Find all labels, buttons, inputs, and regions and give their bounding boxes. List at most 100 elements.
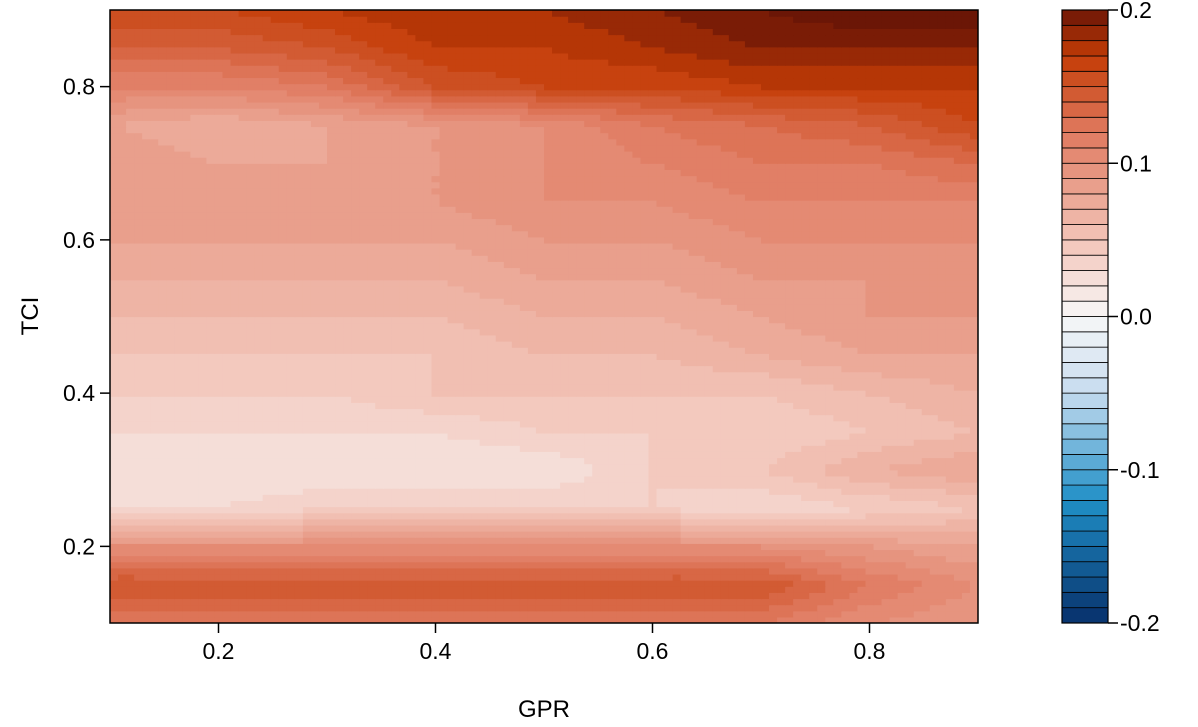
contour-cell (544, 543, 553, 551)
contour-cell (423, 506, 433, 514)
contour-cell (873, 475, 883, 483)
contour-cell (142, 482, 151, 489)
contour-cell (704, 500, 714, 508)
contour-cell (953, 347, 963, 354)
contour-cell (608, 383, 617, 391)
contour-cell (624, 426, 634, 434)
contour-cell (696, 506, 706, 514)
contour-cell (158, 488, 167, 495)
contour-cell (608, 555, 617, 563)
contour-cell (158, 549, 167, 557)
contour-cell (793, 494, 802, 501)
contour-cell (407, 580, 417, 587)
contour-cell (664, 531, 674, 538)
contour-cell (126, 537, 135, 544)
contour-cell (897, 573, 907, 581)
contour-cell (246, 420, 256, 428)
contour-cell (953, 524, 963, 532)
contour-cell (817, 469, 826, 477)
contour-cell (206, 555, 216, 563)
contour-cell (351, 524, 360, 532)
contour-cell (230, 580, 240, 587)
contour-cell (817, 586, 826, 593)
contour-cell (455, 610, 465, 618)
contour-cell (150, 408, 159, 416)
contour-cell (134, 580, 143, 587)
contour-cell (672, 365, 682, 373)
contour-cell (969, 390, 978, 397)
contour-cell (744, 549, 754, 557)
contour-cell (503, 396, 513, 403)
contour-cell (206, 451, 216, 459)
contour-cell (720, 500, 730, 508)
contour-cell (961, 432, 971, 440)
contour-cell (921, 592, 931, 600)
contour-cell (335, 555, 344, 563)
contour-cell (503, 531, 513, 538)
contour-cell (945, 371, 955, 379)
contour-cell (503, 408, 513, 416)
contour-cell (640, 420, 650, 428)
contour-cell (310, 390, 320, 397)
contour-cell (383, 463, 392, 471)
contour-cell (905, 604, 915, 612)
contour-cell (463, 341, 473, 348)
contour-cell (897, 518, 907, 526)
contour-cell (327, 616, 336, 623)
contour-cell (769, 432, 778, 440)
contour-cell (809, 469, 818, 477)
contour-cell (809, 555, 818, 563)
contour-cell (415, 353, 425, 361)
contour-cell (809, 524, 818, 532)
contour-cell (801, 420, 810, 428)
contour-cell (423, 457, 433, 465)
contour-cell (463, 408, 473, 416)
contour-cell (270, 353, 280, 361)
contour-cell (825, 432, 834, 440)
contour-cell (793, 598, 802, 606)
contour-cell (359, 592, 368, 600)
contour-cell (696, 377, 706, 385)
contour-cell (222, 432, 232, 440)
contour-cell (793, 586, 802, 593)
contour-cell (270, 512, 280, 520)
contour-cell (849, 555, 859, 563)
contour-cell (335, 463, 344, 471)
contour-cell (921, 488, 931, 495)
contour-cell (696, 469, 706, 477)
contour-cell (222, 524, 232, 532)
contour-cell (214, 457, 224, 465)
contour-cell (302, 353, 312, 361)
contour-cell (174, 482, 183, 489)
contour-cell (744, 555, 754, 563)
contour-cell (423, 408, 433, 416)
contour-cell (656, 347, 666, 354)
contour-cell (833, 592, 842, 600)
contour-cell (527, 432, 537, 440)
contour-cell (769, 512, 778, 520)
contour-cell (769, 359, 778, 367)
contour-cell (479, 347, 489, 354)
contour-cell (503, 524, 513, 532)
contour-cell (921, 420, 931, 428)
contour-cell (560, 451, 569, 459)
contour-cell (166, 390, 175, 397)
contour-cell (793, 500, 802, 508)
contour-cell (158, 580, 167, 587)
contour-cell (238, 365, 248, 373)
contour-cell (801, 408, 810, 416)
contour-cell (953, 531, 963, 538)
contour-cell (656, 402, 666, 410)
contour-cell (905, 396, 915, 403)
contour-cell (929, 451, 939, 459)
contour-cell (841, 549, 851, 557)
contour-cell (873, 420, 883, 428)
contour-cell (367, 567, 376, 575)
contour-cell (817, 426, 826, 434)
contour-cell (785, 580, 794, 587)
contour-cell (897, 469, 907, 477)
contour-cell (937, 377, 947, 385)
contour-cell (487, 420, 497, 428)
contour-cell (527, 390, 537, 397)
contour-cell (487, 341, 497, 348)
